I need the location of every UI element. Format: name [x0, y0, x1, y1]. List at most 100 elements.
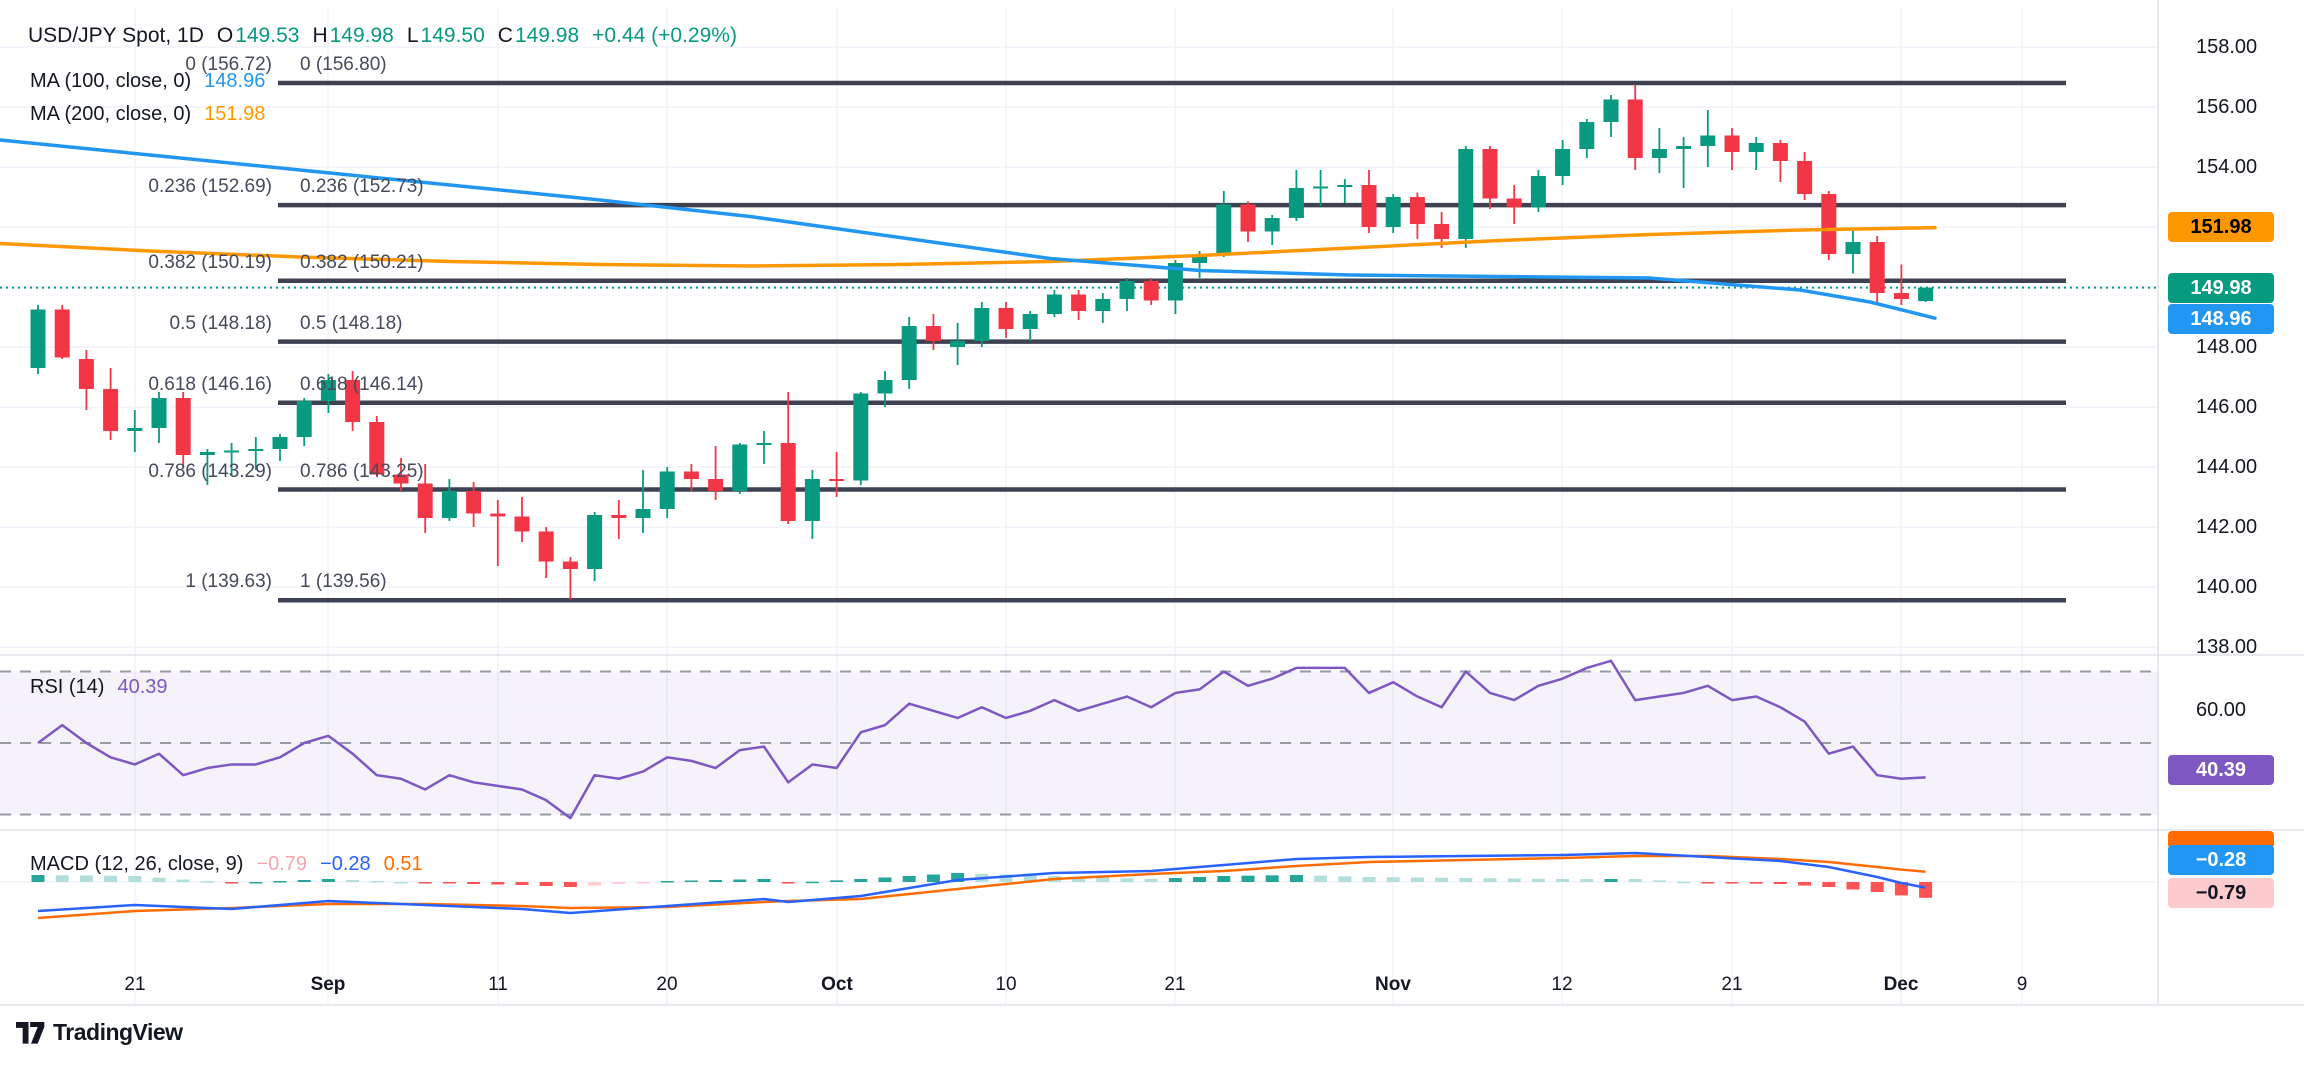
macd-hist-bar — [1072, 876, 1086, 882]
ma200-legend[interactable]: MA (200, close, 0) 151.98 — [30, 103, 265, 126]
macd-hist-bar — [1144, 879, 1158, 882]
macd-hist-bar — [1628, 879, 1642, 882]
rsi-value: 40.39 — [117, 676, 168, 698]
macd-hist-bar — [878, 877, 892, 882]
macd-hist-bar — [660, 881, 674, 883]
candle-body — [1797, 161, 1813, 194]
macd-hist-bar — [79, 875, 93, 882]
macd-hist-bar — [902, 876, 916, 882]
macd-hist-bar — [1435, 877, 1449, 882]
macd-legend[interactable]: MACD (12, 26, close, 9) −0.79 −0.28 0.51 — [30, 853, 423, 876]
macd-hist-value: −0.79 — [256, 853, 308, 875]
symbol-title[interactable]: USD/JPY Spot, 1D — [28, 24, 204, 47]
price-axis-tick: 154.00 — [2196, 156, 2258, 178]
price-axis-tick: 156.00 — [2196, 96, 2258, 118]
macd-hist-bar — [273, 881, 287, 883]
candle-body — [127, 428, 143, 431]
candle-body — [345, 380, 361, 422]
candle-body — [1046, 294, 1062, 314]
macd-hist-bar — [1604, 879, 1618, 882]
candle-body — [175, 398, 191, 455]
ma200-value: 151.98 — [204, 103, 266, 125]
candle-body — [199, 452, 215, 455]
fib-label-left: 0.618 (146.16) — [148, 373, 272, 395]
macd-hist-bar — [1580, 879, 1594, 882]
candle-body — [829, 479, 845, 481]
macd-line[interactable] — [37, 851, 1926, 915]
macd-hist-bar — [1749, 882, 1763, 884]
time-axis-tick: 20 — [656, 974, 678, 995]
time-axis-tick: Nov — [1375, 974, 1411, 995]
rsi-legend[interactable]: RSI (14) 40.39 — [30, 676, 168, 699]
candle-body — [1361, 185, 1377, 227]
macd-hist-bar — [31, 875, 45, 882]
macd-hist-bar — [1798, 882, 1812, 886]
macd-hist-bar — [1725, 882, 1739, 884]
macd-hist-bar — [418, 882, 432, 884]
macd-hist-bar — [709, 880, 723, 882]
candle-body — [1627, 99, 1643, 158]
macd-hist-bar — [200, 881, 214, 883]
price-axis-tick: 146.00 — [2196, 396, 2258, 418]
macd-hist-bar — [1265, 875, 1279, 882]
candle-body — [1095, 299, 1111, 311]
fib-label-left: 0.5 (148.18) — [169, 312, 272, 334]
macd-hist-bar — [1338, 876, 1352, 882]
fib-label-right: 0 (156.80) — [300, 54, 387, 75]
candle-body — [1869, 242, 1885, 293]
candle-body — [441, 491, 457, 518]
macd-hist-bar — [467, 882, 481, 884]
candle-body — [1724, 135, 1740, 152]
tradingview-logo[interactable]: TradingView — [16, 1018, 183, 1046]
macd-hist-bar — [346, 880, 360, 882]
macd-hist-bar — [1677, 881, 1691, 884]
macd-hist-bar — [1386, 877, 1400, 882]
macd-hist-bar — [636, 882, 650, 884]
ma100-axis-badge: 148.96 — [2168, 304, 2274, 334]
candle-body — [1192, 254, 1208, 263]
macd-hist-bar — [1362, 877, 1376, 882]
rsi-axis-tick: 60.00 — [2196, 699, 2247, 721]
rsi-label: RSI (14) — [30, 676, 105, 698]
macd-hist-bar — [225, 882, 239, 884]
fib-label-right: 0.618 (146.14) — [300, 373, 424, 395]
fib-label-left: 0.786 (143.29) — [148, 460, 272, 482]
macd-hist-bar — [249, 882, 263, 884]
candle-body — [30, 309, 46, 368]
candle-body — [1555, 149, 1571, 176]
candle-body — [925, 326, 941, 341]
macd-hist-bar — [781, 882, 795, 884]
candle-body — [1918, 287, 1934, 302]
fib-label-left: 0.236 (152.69) — [148, 176, 272, 198]
candle-body — [1506, 198, 1522, 208]
macd-hist-bar — [1241, 875, 1255, 882]
candle-body — [1288, 188, 1304, 218]
ohlc-open: O 149.53 — [216, 24, 300, 47]
macd-hist-bar — [152, 877, 166, 882]
macd-signal-line[interactable] — [37, 854, 1926, 920]
ma100-label: MA (100, close, 0) — [30, 70, 192, 92]
time-axis-tick: 21 — [1721, 974, 1743, 995]
tradingview-logo-icon — [16, 1022, 45, 1044]
candle-body — [1167, 263, 1183, 301]
ma100-legend[interactable]: MA (100, close, 0) 148.96 — [30, 70, 265, 93]
candle-body — [151, 398, 167, 428]
candle-body — [1216, 204, 1232, 254]
macd-hist-bar — [854, 879, 868, 882]
candle-body — [635, 509, 651, 518]
candle-body — [950, 341, 966, 347]
time-axis-tick: 21 — [124, 974, 146, 995]
ma200-line[interactable] — [0, 225, 1937, 268]
macd-hist-bar — [733, 879, 747, 882]
ma100-line[interactable] — [0, 138, 1937, 320]
price-axis-tick: 140.00 — [2196, 576, 2258, 598]
rsi-line[interactable] — [37, 659, 1926, 820]
macd-hist-bar — [951, 873, 965, 882]
candle-body — [611, 515, 627, 518]
macd-hist-bar — [563, 882, 577, 887]
candle-body — [1434, 224, 1450, 239]
candle-body — [1893, 293, 1909, 299]
tradingview-logo-text: TradingView — [53, 1018, 183, 1045]
